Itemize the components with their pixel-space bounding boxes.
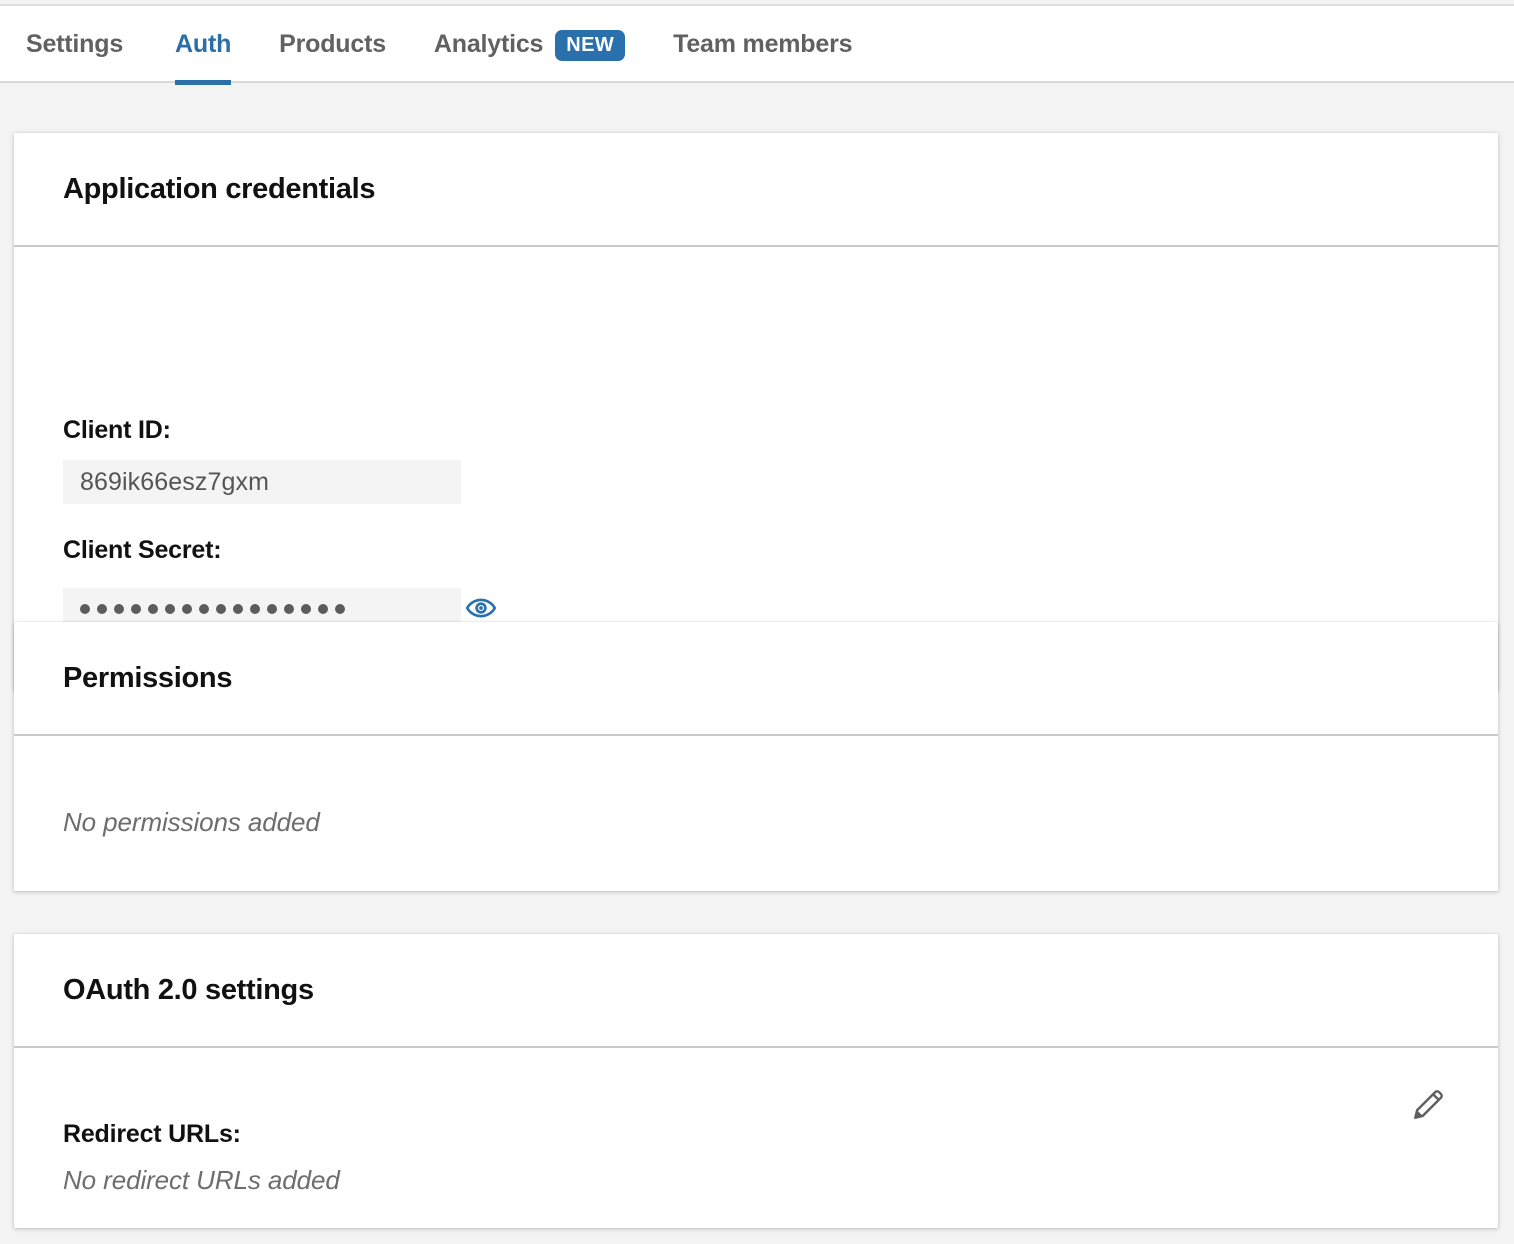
mask-dot	[148, 603, 158, 614]
tab-list: Settings Auth Products Analytics NEW Tea…	[26, 6, 876, 85]
mask-dot	[97, 603, 107, 614]
mask-dot	[80, 603, 90, 614]
application-credentials-title: Application credentials	[63, 172, 376, 205]
edit-redirect-urls-button[interactable]	[1405, 1082, 1451, 1128]
oauth-settings-body: Redirect URLs: No redirect URLs added	[14, 1048, 1498, 1228]
primary-tab-bar: Settings Auth Products Analytics NEW Tea…	[0, 6, 1514, 85]
mask-dot	[318, 603, 328, 614]
tab-products-label: Products	[279, 30, 386, 58]
permissions-title: Permissions	[63, 661, 233, 694]
redirect-urls-label: Redirect URLs:	[63, 1120, 241, 1148]
tab-team-members-label: Team members	[673, 30, 853, 58]
application-credentials-card: Application credentials Client ID: 869ik…	[14, 133, 1498, 690]
tab-analytics-label: Analytics	[433, 30, 544, 58]
tab-auth-label: Auth	[175, 30, 232, 58]
mask-dot	[267, 603, 277, 614]
mask-dot	[216, 603, 226, 614]
permissions-card: Permissions No permissions added	[14, 622, 1498, 891]
tab-products[interactable]: Products	[255, 6, 410, 83]
top-divider	[0, 4, 1514, 6]
mask-dot	[335, 603, 345, 614]
mask-dot	[182, 603, 192, 614]
application-credentials-header: Application credentials	[14, 133, 1498, 247]
tab-settings[interactable]: Settings	[26, 6, 151, 83]
mask-dot	[199, 603, 209, 614]
tab-auth[interactable]: Auth	[151, 6, 255, 85]
client-id-value[interactable]: 869ik66esz7gxm	[63, 460, 461, 504]
new-badge: NEW	[555, 30, 626, 61]
mask-dot	[301, 603, 311, 614]
oauth-settings-card: OAuth 2.0 settings Redirect URLs: No red…	[14, 934, 1498, 1228]
permissions-body: No permissions added	[14, 736, 1498, 891]
application-credentials-body: Client ID: 869ik66esz7gxm Client Secret:	[14, 247, 1498, 690]
pencil-icon	[1414, 1090, 1443, 1119]
tab-analytics[interactable]: Analytics NEW	[410, 6, 649, 83]
mask-dot	[165, 603, 175, 614]
permissions-empty-message: No permissions added	[63, 807, 320, 837]
client-secret-mask	[80, 603, 345, 614]
mask-dot	[131, 603, 141, 614]
client-id-label: Client ID:	[63, 416, 171, 444]
mask-dot	[284, 603, 294, 614]
reveal-client-secret-button[interactable]	[458, 585, 504, 631]
oauth-settings-header: OAuth 2.0 settings	[14, 934, 1498, 1048]
redirect-urls-empty-message: No redirect URLs added	[63, 1165, 340, 1195]
tab-settings-label: Settings	[26, 30, 124, 58]
oauth-settings-title: OAuth 2.0 settings	[63, 973, 314, 1006]
client-secret-label: Client Secret:	[63, 536, 222, 564]
eye-icon	[466, 598, 496, 618]
mask-dot	[233, 603, 243, 614]
mask-dot	[114, 603, 124, 614]
tab-team-members[interactable]: Team members	[649, 6, 876, 83]
mask-dot	[250, 603, 260, 614]
permissions-header: Permissions	[14, 622, 1498, 736]
